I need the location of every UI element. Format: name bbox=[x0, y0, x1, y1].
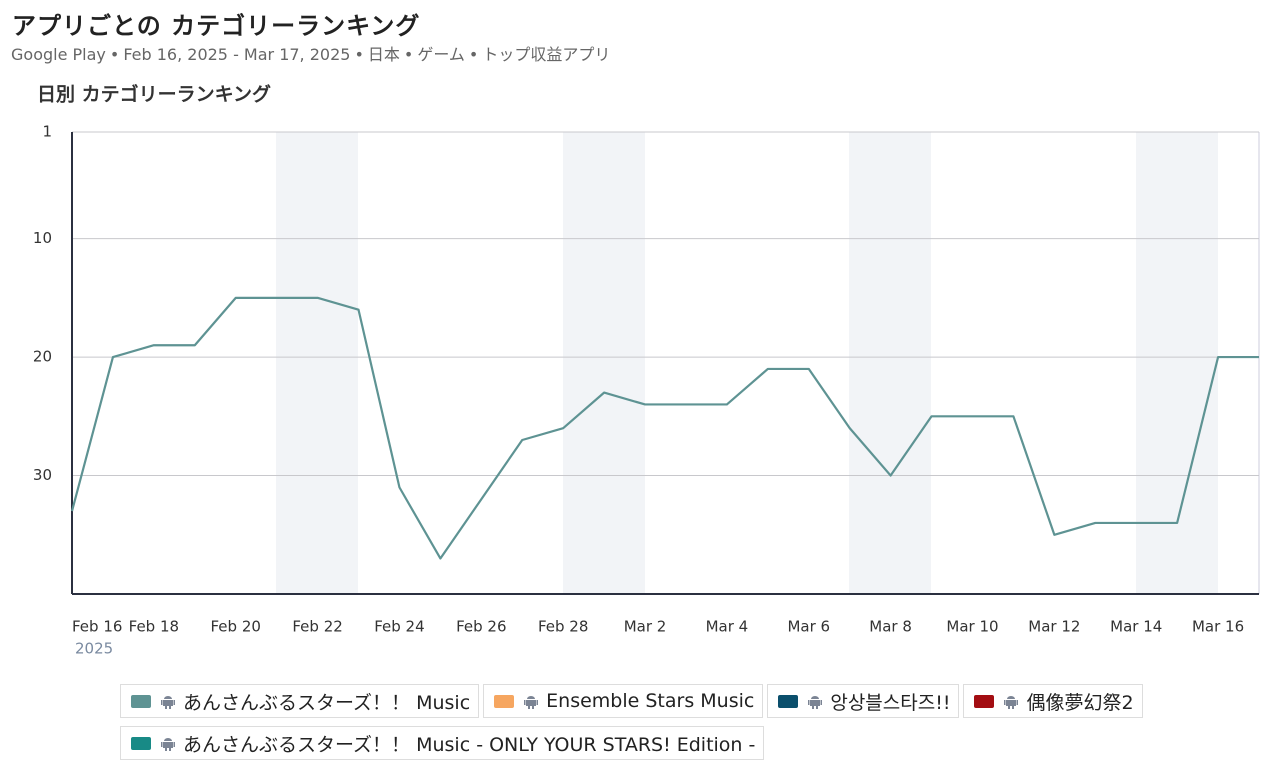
legend-item[interactable]: Ensemble Stars Music bbox=[483, 684, 764, 718]
x-tick-label: Mar 4 bbox=[706, 618, 749, 636]
x-tick-label: Feb 16 bbox=[72, 618, 122, 636]
x-tick-label: Mar 10 bbox=[946, 618, 998, 636]
weekend-band bbox=[1136, 132, 1218, 594]
legend: あんさんぶるスターズ！！ Music Ensemble Stars Music 앙상… bbox=[120, 684, 1200, 760]
x-tick-label: Feb 24 bbox=[374, 618, 424, 636]
subtitle-part: 日本 bbox=[367, 45, 400, 64]
x-year-label: 2025 bbox=[75, 640, 113, 658]
subtitle-part: ゲーム bbox=[417, 45, 465, 64]
weekend-band bbox=[276, 132, 358, 594]
subtitle-part: トップ収益アプリ bbox=[482, 45, 611, 64]
x-tick-label: Feb 20 bbox=[211, 618, 261, 636]
x-tick-label: Feb 28 bbox=[538, 618, 588, 636]
y-tick-label: 1 bbox=[42, 123, 52, 141]
x-tick-label: Mar 2 bbox=[624, 618, 667, 636]
android-icon bbox=[161, 695, 175, 709]
legend-label: あんさんぶるスターズ！！ Music bbox=[183, 691, 471, 714]
legend-label: 偶像夢幻祭2 bbox=[1026, 691, 1134, 714]
x-tick-label: Mar 6 bbox=[787, 618, 830, 636]
legend-swatch bbox=[974, 694, 995, 708]
android-icon bbox=[808, 695, 823, 709]
legend-swatch bbox=[131, 736, 151, 750]
legend-item[interactable]: あんさんぶるスターズ！！ Music bbox=[120, 684, 480, 718]
x-tick-label: Feb 22 bbox=[292, 618, 342, 636]
legend-swatch bbox=[778, 694, 799, 708]
subtitle-part: Feb 16, 2025 - Mar 17, 2025 bbox=[123, 45, 351, 64]
android-icon bbox=[524, 695, 539, 709]
weekend-band bbox=[563, 132, 645, 594]
weekend-band bbox=[849, 132, 931, 594]
x-tick-label: Mar 12 bbox=[1028, 618, 1080, 636]
legend-label: あんさんぶるスターズ！！ Music - ONLY YOUR STARS! Ed… bbox=[183, 733, 756, 756]
chart-title: 日別 カテゴリーランキング bbox=[37, 83, 271, 106]
y-tick-label: 30 bbox=[33, 466, 52, 484]
subtitle-part: Google Play bbox=[11, 45, 106, 64]
legend-item[interactable]: 偶像夢幻祭2 bbox=[963, 684, 1143, 718]
x-tick-label: Mar 14 bbox=[1110, 618, 1162, 636]
chart: 日別 カテゴリーランキング 1 10 20 30 Feb 16 Feb 18 Feb 20 F… bbox=[33, 83, 1260, 658]
legend-item[interactable]: あんさんぶるスターズ！！ Music - ONLY YOUR STARS! Ed… bbox=[120, 726, 765, 760]
y-tick-label: 20 bbox=[33, 348, 52, 366]
android-icon bbox=[1004, 695, 1019, 709]
y-tick-label: 10 bbox=[33, 229, 52, 247]
legend-label: Ensemble Stars Music bbox=[546, 690, 755, 712]
series-line bbox=[70, 296, 1259, 560]
legend-swatch bbox=[131, 694, 151, 708]
legend-label: 앙상블스타즈!! bbox=[830, 691, 951, 714]
legend-item[interactable]: 앙상블스타즈!! bbox=[767, 684, 960, 718]
x-tick-label: Feb 18 bbox=[129, 618, 179, 636]
subtitle: Google Play • Feb 16, 2025 - Mar 17, 2025 •… bbox=[11, 45, 611, 64]
legend-swatch bbox=[494, 694, 515, 708]
android-icon bbox=[161, 737, 175, 751]
x-tick-label: Feb 26 bbox=[456, 618, 506, 636]
x-tick-label: Mar 16 bbox=[1192, 618, 1244, 636]
page-title: アプリごとの カテゴリーランキング bbox=[12, 11, 421, 40]
x-tick-label: Mar 8 bbox=[869, 618, 912, 636]
